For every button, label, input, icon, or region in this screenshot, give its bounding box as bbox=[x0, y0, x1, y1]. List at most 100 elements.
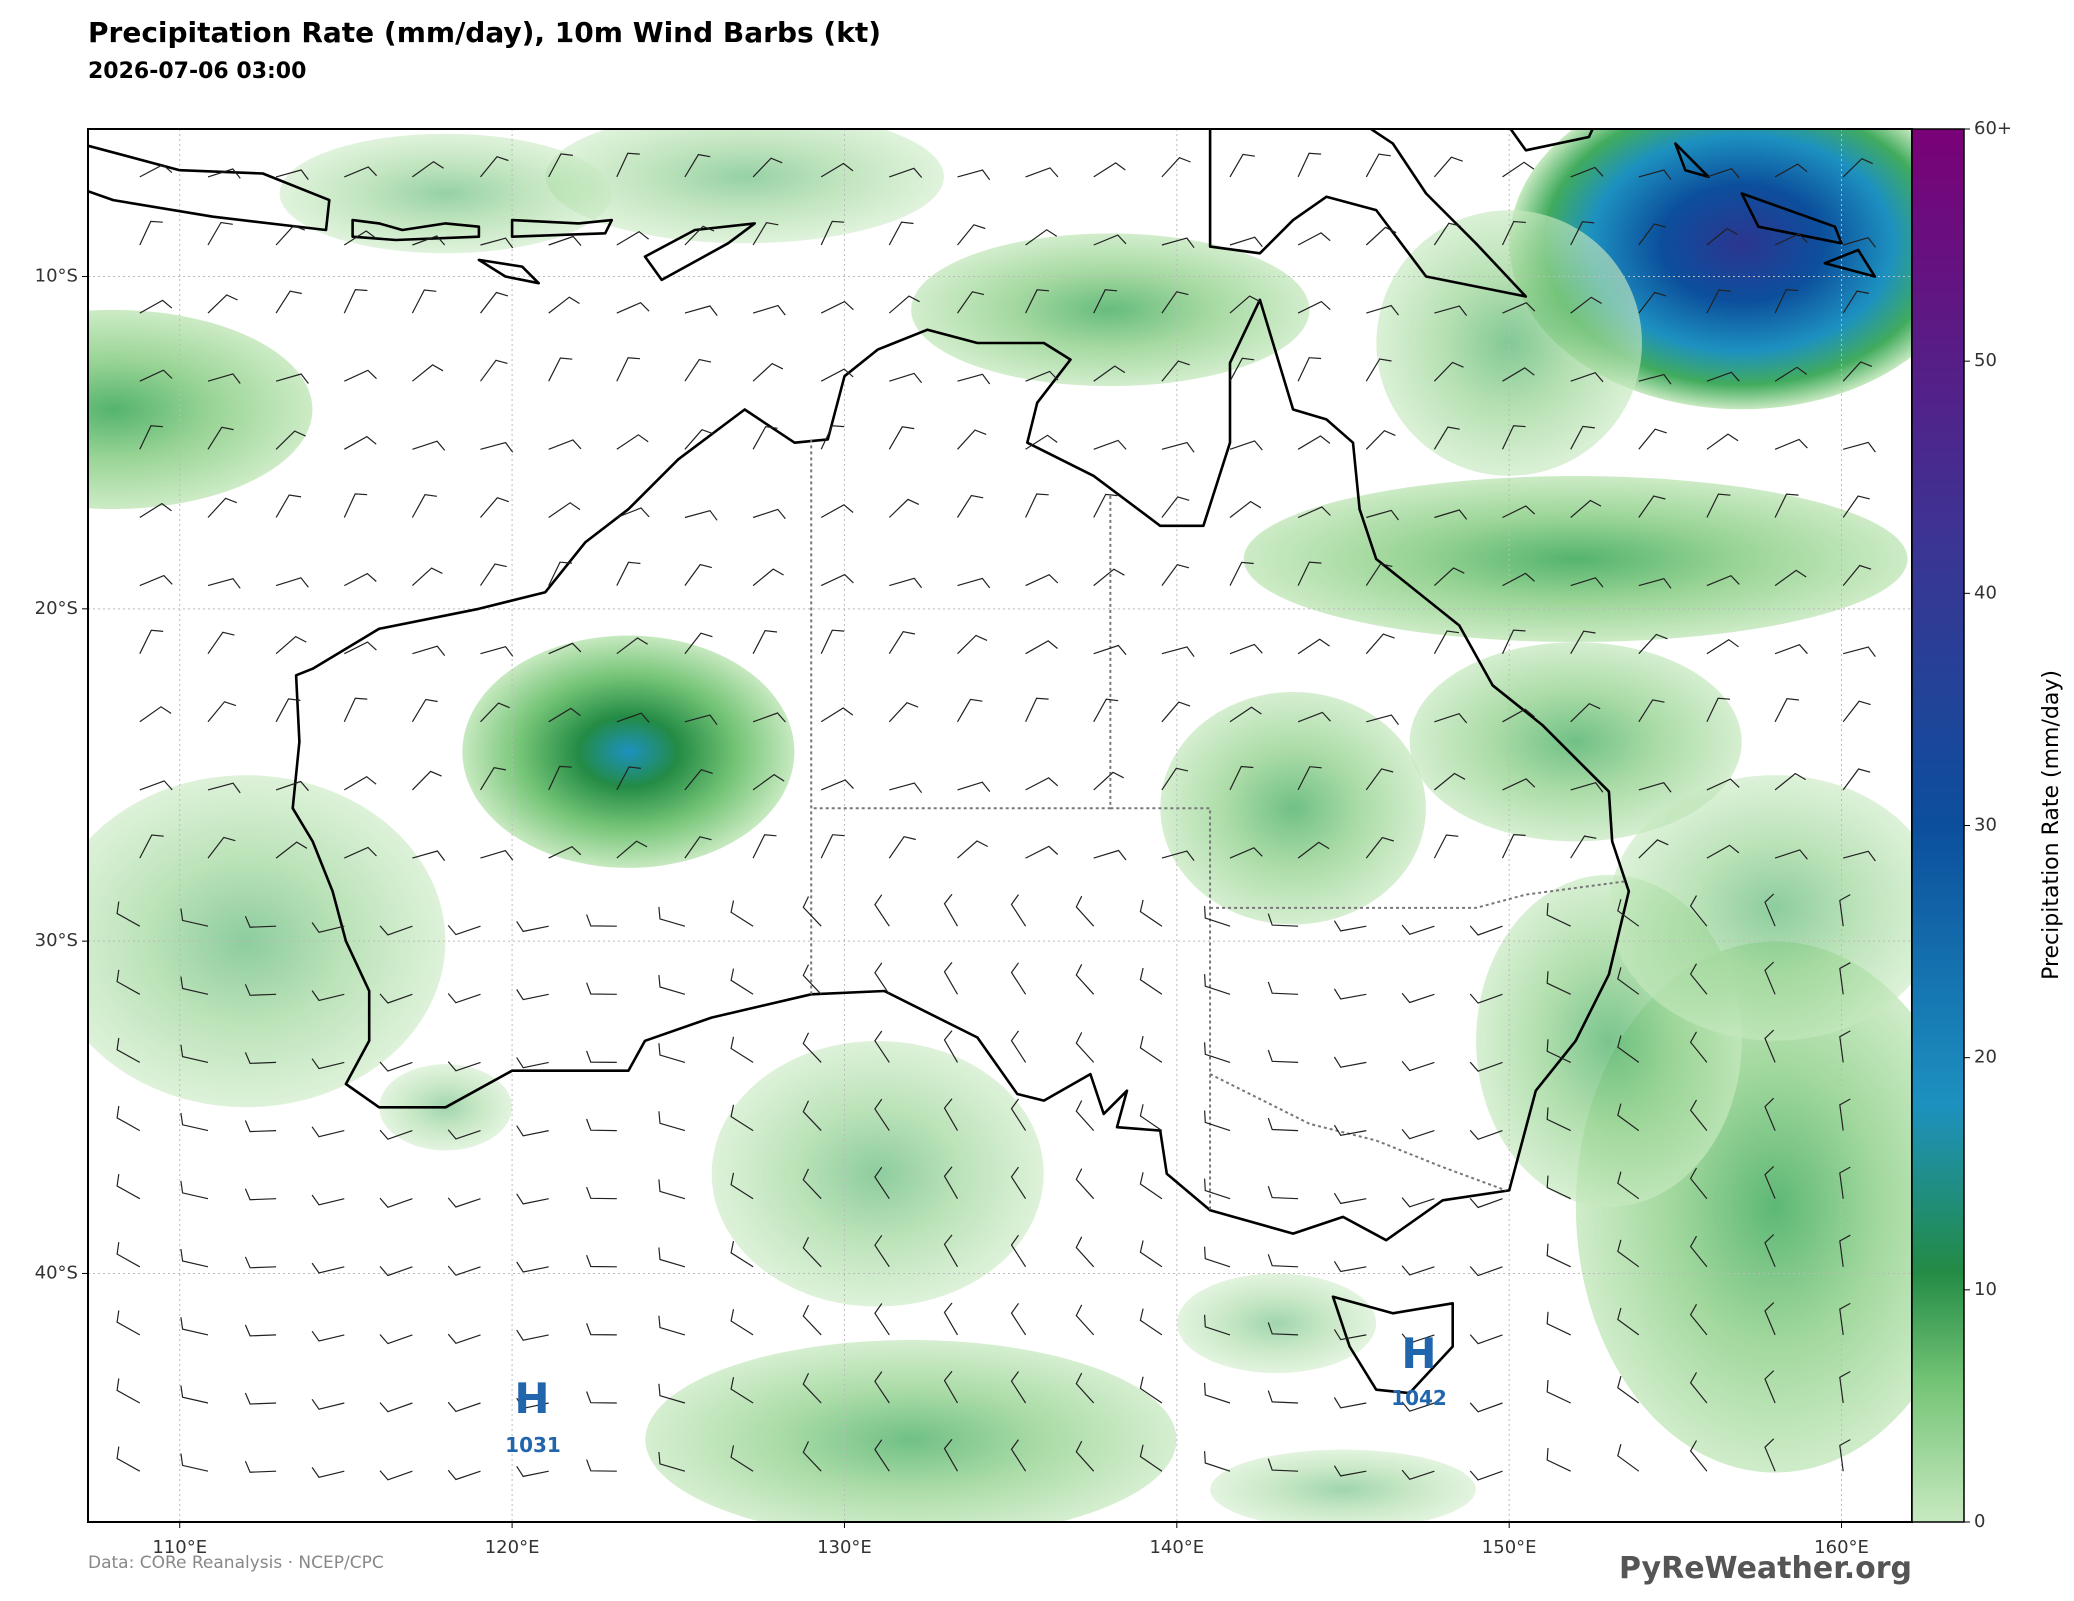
wind-barb bbox=[943, 1370, 959, 1404]
wind-barb bbox=[1706, 844, 1740, 859]
wind-barb bbox=[888, 221, 914, 246]
wind-barb bbox=[586, 1186, 617, 1200]
wind-barb bbox=[1229, 357, 1255, 382]
high-pressure-markers: H 1031 H 1042 bbox=[505, 1329, 1447, 1457]
wind-barb bbox=[889, 782, 923, 794]
wind-barb bbox=[1025, 640, 1058, 655]
colorbar-tick-label: 60+ bbox=[1974, 118, 2012, 139]
wind-barb bbox=[888, 631, 916, 655]
high-pressure: 1042 bbox=[1391, 1386, 1447, 1410]
wind-barb bbox=[447, 1129, 481, 1140]
wind-barb bbox=[1839, 1098, 1851, 1131]
wind-barb bbox=[311, 1262, 345, 1274]
wind-barb bbox=[343, 697, 368, 723]
colorbar bbox=[1911, 128, 1965, 1523]
wind-barb bbox=[1229, 500, 1262, 518]
wind-barb bbox=[1297, 152, 1322, 178]
wind-barb bbox=[1075, 1236, 1095, 1268]
wind-barb bbox=[116, 1446, 141, 1472]
wind-barb bbox=[1842, 564, 1872, 586]
wind-barb bbox=[1297, 506, 1331, 519]
wind-barb bbox=[548, 502, 581, 518]
wind-barb bbox=[343, 775, 377, 791]
wind-barb bbox=[1617, 899, 1640, 927]
wind-barb bbox=[1365, 836, 1394, 859]
wind-barb bbox=[1010, 962, 1027, 995]
title: Precipitation Rate (mm/day), 10m Wind Ba… bbox=[88, 16, 881, 49]
precip-area bbox=[88, 775, 446, 1108]
wind-barb bbox=[516, 989, 549, 1001]
coastline bbox=[1823, 248, 1877, 278]
wind-barb bbox=[1764, 1029, 1776, 1063]
wind-barb bbox=[658, 1383, 686, 1404]
wind-barb bbox=[889, 372, 923, 384]
wind-barb bbox=[957, 169, 991, 181]
wind-barb bbox=[207, 497, 238, 518]
subtitle: 2026-07-06 03:00 bbox=[88, 59, 306, 84]
wind-barb bbox=[956, 698, 983, 723]
wind-barb bbox=[1546, 1039, 1571, 1063]
wind-barb bbox=[1161, 850, 1195, 862]
wind-barb bbox=[1570, 166, 1604, 178]
wind-barb bbox=[1706, 778, 1740, 791]
lon-tick-label: 150°E bbox=[1482, 1537, 1537, 1558]
wind-barb bbox=[1843, 646, 1876, 657]
wind-barb bbox=[1401, 924, 1435, 935]
wind-barb bbox=[1502, 505, 1536, 519]
colorbar-label: Precipitation Rate (mm/day) bbox=[2039, 670, 2064, 980]
wind-barb bbox=[207, 836, 236, 859]
wind-barb bbox=[1229, 706, 1262, 723]
wind-barb bbox=[516, 1057, 549, 1069]
wind-barb bbox=[957, 429, 987, 450]
wind-barb bbox=[1617, 1444, 1640, 1472]
wind-barb bbox=[1706, 227, 1738, 246]
precip-area bbox=[462, 635, 795, 868]
wind-barb bbox=[943, 1030, 959, 1063]
wind-barb bbox=[116, 1174, 141, 1200]
wind-barb bbox=[1839, 1439, 1851, 1472]
wind-barb bbox=[207, 373, 241, 384]
wind-barb bbox=[820, 707, 854, 723]
wind-barb bbox=[1075, 895, 1095, 927]
wind-barb bbox=[516, 1125, 549, 1137]
wind-barb bbox=[1297, 638, 1330, 655]
wind-barb bbox=[1839, 1302, 1851, 1335]
wind-barb bbox=[1502, 708, 1535, 723]
brand: PyReWeather.org bbox=[1619, 1551, 1912, 1586]
wind-barb bbox=[1161, 156, 1191, 178]
wind-barb bbox=[275, 841, 308, 859]
wind-barb bbox=[1401, 1469, 1435, 1480]
lon-tick-label: 160°E bbox=[1814, 1537, 1869, 1558]
wind-barb bbox=[516, 1329, 549, 1341]
wind-barb bbox=[1401, 1060, 1435, 1072]
wind-barb bbox=[244, 984, 277, 996]
wind-barb bbox=[1434, 713, 1468, 724]
wind-barb bbox=[1010, 1030, 1027, 1063]
wind-barb bbox=[1617, 1103, 1640, 1132]
wind-barb bbox=[1502, 161, 1535, 178]
wind-barb bbox=[1010, 1371, 1027, 1404]
wind-barb bbox=[447, 1265, 481, 1276]
wind-barb bbox=[447, 1333, 481, 1345]
wind-barb bbox=[1075, 1032, 1095, 1063]
wind-barb bbox=[802, 1441, 822, 1472]
wind-barb bbox=[1365, 768, 1394, 791]
wind-barb bbox=[1075, 1440, 1095, 1472]
map-area bbox=[88, 129, 1912, 1522]
wind-barb bbox=[116, 1310, 141, 1336]
wind-barb bbox=[516, 1465, 549, 1478]
wind-barb bbox=[616, 434, 649, 450]
wind-barb bbox=[1433, 361, 1464, 382]
wind-barb bbox=[1638, 578, 1672, 589]
wind-barb bbox=[1774, 288, 1799, 314]
wind-barb bbox=[658, 975, 686, 995]
wind-barb bbox=[1546, 1447, 1571, 1472]
wind-barb bbox=[1229, 561, 1254, 586]
wind-barb bbox=[1365, 563, 1393, 586]
wind-barb bbox=[1010, 1166, 1027, 1200]
wind-barb bbox=[480, 291, 509, 314]
wind-barb bbox=[548, 153, 573, 178]
wind-barb bbox=[616, 712, 650, 723]
wind-barb bbox=[1267, 1390, 1299, 1404]
wind-barb bbox=[943, 893, 959, 927]
